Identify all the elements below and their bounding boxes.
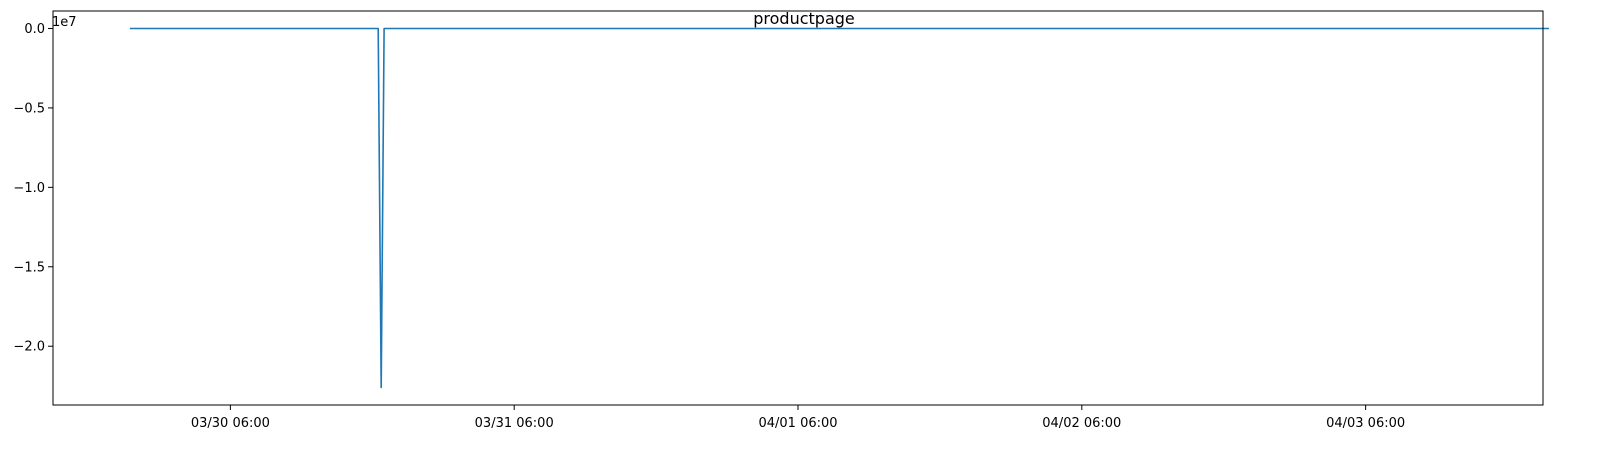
- x-tick-label: 03/31 06:00: [475, 416, 554, 431]
- x-tick-label: 04/01 06:00: [758, 416, 837, 431]
- y-axis: 0.0 −0.5 −1.0 −1.5 −2.0: [13, 22, 53, 355]
- y-tick-label: −0.5: [13, 101, 45, 116]
- plot-series: [129, 27, 1549, 389]
- y-offset-label: 1e7: [52, 15, 77, 30]
- y-tick-label: −1.5: [13, 260, 45, 275]
- y-tick-label: −1.0: [13, 181, 45, 196]
- series-line: [129, 27, 1549, 389]
- plot-frame: [52, 10, 1544, 406]
- x-tick-label: 04/02 06:00: [1042, 416, 1121, 431]
- chart-title: productpage: [753, 9, 855, 28]
- x-tick-label: 04/03 06:00: [1326, 416, 1405, 431]
- x-tick-label: 03/30 06:00: [191, 416, 270, 431]
- x-axis: 03/30 06:00 03/31 06:00 04/01 06:00 04/02 0…: [191, 405, 1405, 431]
- y-tick-label: 0.0: [24, 22, 45, 37]
- y-tick-label: −2.0: [13, 340, 45, 355]
